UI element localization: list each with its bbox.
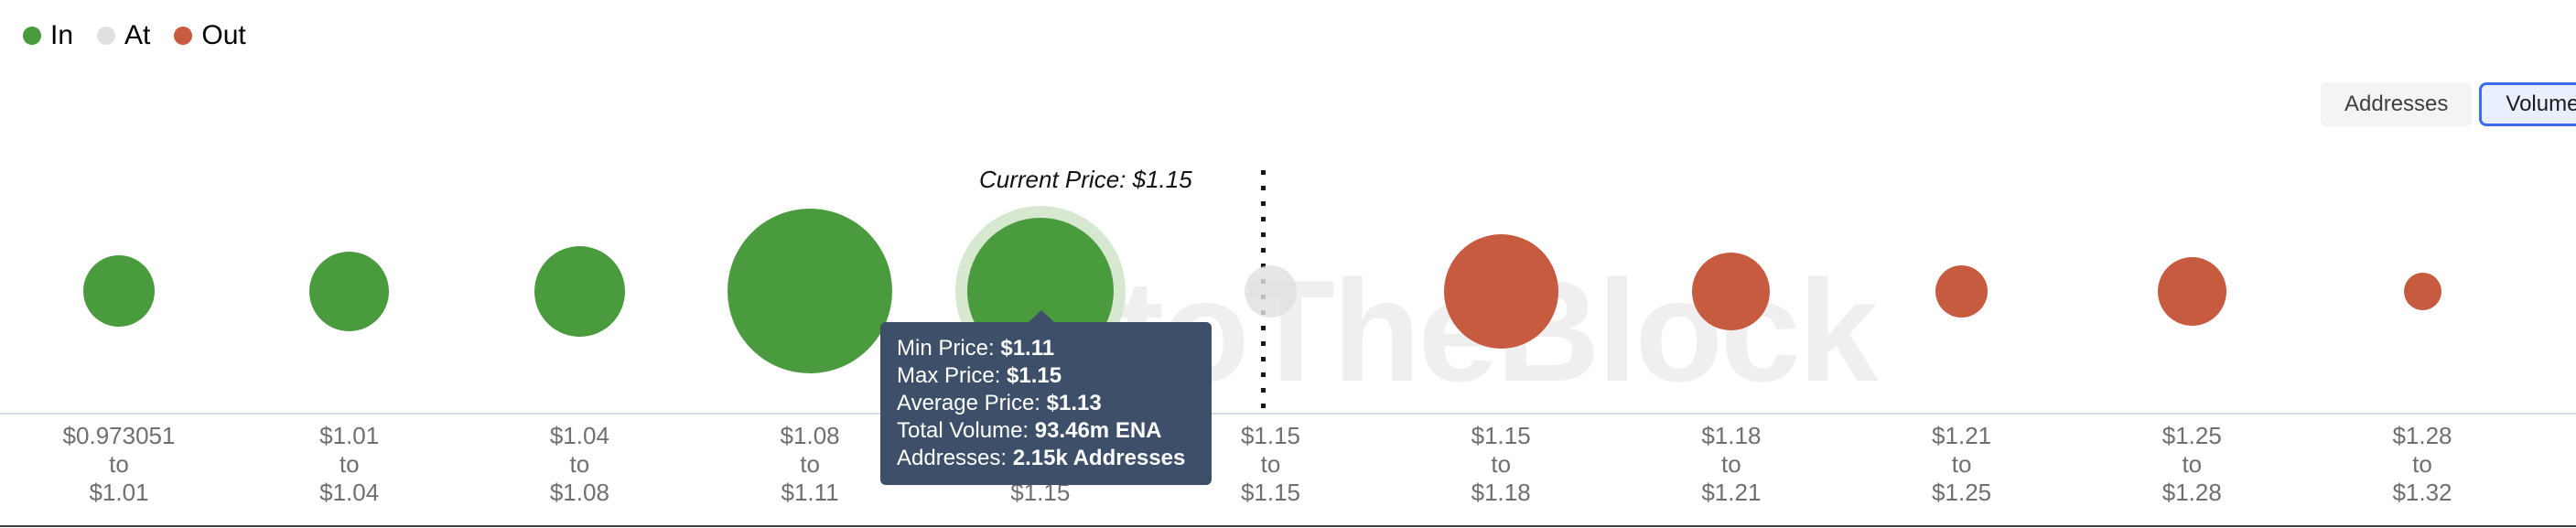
bubble-out-$1.18[interactable]: [1692, 252, 1771, 330]
x-axis-line: [0, 413, 2576, 415]
x-axis-label: $1.25 to $1.28: [2161, 422, 2222, 506]
tooltip-caret-icon: [1028, 310, 1055, 323]
toggle-button-addresses[interactable]: Addresses: [2321, 82, 2473, 126]
legend-label: Out: [201, 20, 246, 50]
x-axis-label: $1.28 to $1.32: [2392, 422, 2452, 506]
x-axis-label: $1.21 to $1.25: [1932, 422, 1992, 506]
bubble-in-$0.973051[interactable]: [83, 255, 155, 327]
x-axis-label: $1.01 to $1.04: [319, 422, 380, 506]
legend-label: At: [124, 20, 151, 50]
bubble-in-$1.01[interactable]: [309, 251, 390, 331]
tooltip-row: Min Price: $1.11: [897, 336, 1055, 361]
bubble-out-$1.28[interactable]: [2403, 272, 2441, 310]
legend-label: In: [50, 20, 74, 50]
legend-item-out[interactable]: Out: [174, 20, 246, 51]
x-axis-label: $1.15 to $1.15: [1240, 422, 1301, 506]
legend: In At Out: [23, 20, 270, 51]
tooltip-row: Average Price: $1.13: [897, 391, 1102, 415]
x-axis-label: $1.04 to $1.08: [549, 422, 609, 506]
legend-item-at[interactable]: At: [97, 20, 150, 51]
bubble-out-$1.21[interactable]: [1935, 264, 1989, 318]
tooltip-row: Addresses: 2.15k Addresses: [897, 446, 1186, 470]
x-axis-label: $1.15 to $1.18: [1471, 422, 1531, 506]
tooltip: Min Price: $1.11 Max Price: $1.15 Average …: [880, 310, 1212, 485]
bubble-in-$1.04[interactable]: [534, 245, 625, 337]
bubble-at-$1.15[interactable]: [1245, 264, 1297, 318]
legend-dot-icon: [23, 27, 41, 45]
legend-dot-icon: [174, 27, 193, 45]
toggle-button-volume[interactable]: Volume: [2479, 82, 2576, 126]
bubble-out-$1.25[interactable]: [2157, 256, 2226, 326]
bubble-out-$1.15[interactable]: [1443, 233, 1558, 349]
x-axis-label: $0.973051 to $1.01: [62, 422, 176, 506]
bubble-in-$1.08[interactable]: [728, 209, 893, 373]
x-axis-label: $1.08 to $1.11: [780, 422, 840, 506]
legend-dot-icon: [97, 27, 116, 45]
x-axis-label: $1.18 to $1.21: [1701, 422, 1762, 506]
view-toggle-group: Addresses Volume: [2313, 82, 2576, 126]
current-price-label: Current Price: $1.15: [979, 166, 1192, 193]
tooltip-row: Total Volume: 93.46m ENA: [897, 418, 1162, 443]
bottom-divider: [0, 525, 2576, 527]
tooltip-row: Max Price: $1.15: [897, 363, 1062, 388]
legend-item-in[interactable]: In: [23, 20, 73, 51]
